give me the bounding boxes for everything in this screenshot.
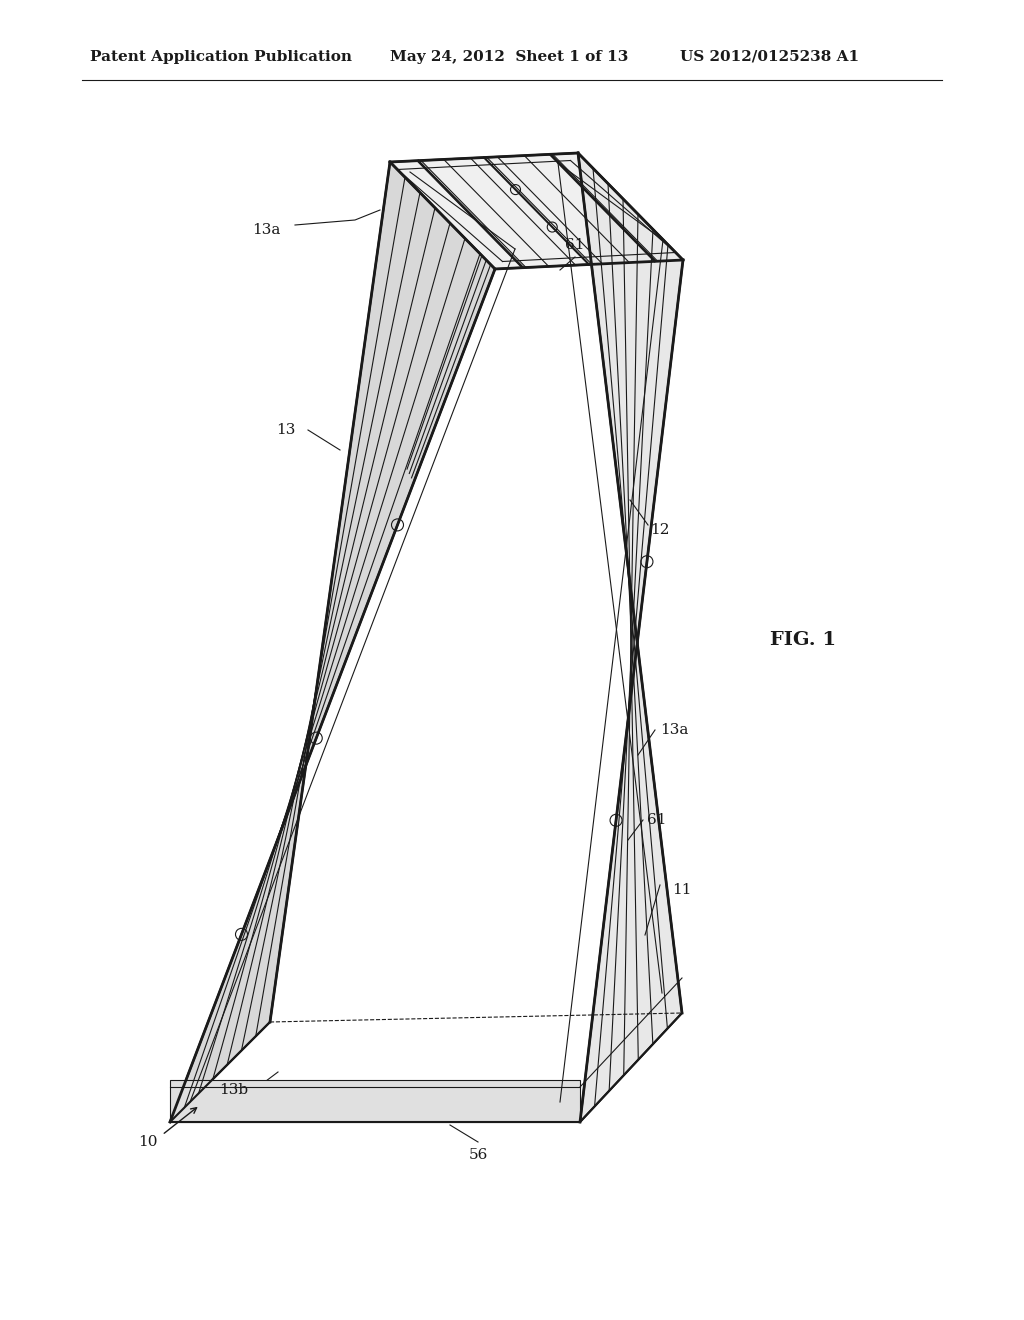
Text: 61: 61	[647, 813, 667, 828]
Text: 12: 12	[650, 523, 670, 537]
Text: Patent Application Publication: Patent Application Publication	[90, 50, 352, 63]
Text: 13: 13	[275, 422, 295, 437]
Text: 10: 10	[138, 1135, 158, 1148]
Text: May 24, 2012  Sheet 1 of 13: May 24, 2012 Sheet 1 of 13	[390, 50, 629, 63]
Text: 13a: 13a	[252, 223, 280, 238]
Text: 13a: 13a	[660, 723, 688, 737]
Text: 11: 11	[672, 883, 691, 898]
Text: 61: 61	[565, 238, 585, 252]
Text: US 2012/0125238 A1: US 2012/0125238 A1	[680, 50, 859, 63]
Polygon shape	[390, 153, 683, 269]
Text: 13b: 13b	[219, 1082, 248, 1097]
Text: 56: 56	[468, 1148, 487, 1162]
Polygon shape	[170, 162, 495, 1122]
Polygon shape	[170, 1080, 580, 1122]
Text: FIG. 1: FIG. 1	[770, 631, 837, 649]
Polygon shape	[578, 153, 683, 1122]
